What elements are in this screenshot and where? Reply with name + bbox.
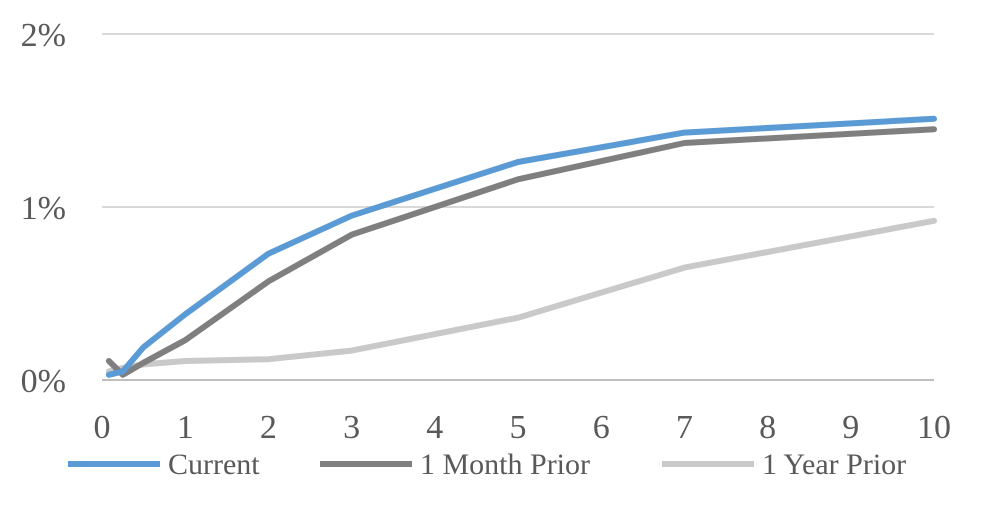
x-tick-label: 2 [260,409,277,446]
x-tick-label: 6 [593,409,610,446]
y-axis-tick-labels: 0% 1% 2% [21,17,66,400]
legend-label: Current [168,448,260,481]
legend-item: 1 Year Prior [662,448,906,481]
series-line-1-month-prior [105,126,937,378]
legend-label: 1 Year Prior [762,448,906,481]
x-tick-label: 9 [842,409,859,446]
x-tick-label: 1 [177,409,194,446]
x-axis-tick-labels: 0 1 2 3 4 5 6 7 8 9 10 [94,409,952,446]
x-tick-label: 8 [759,409,776,446]
series-line-1-year-prior [105,217,937,375]
gridlines [102,33,934,381]
legend: Current 1 Month Prior 1 Year Prior [68,448,906,481]
y-tick-label: 1% [21,190,66,227]
series-lines [105,115,937,378]
x-tick-label: 4 [426,409,443,446]
legend-item: Current [68,448,260,481]
y-tick-label: 0% [21,363,66,400]
x-tick-label: 5 [510,409,527,446]
legend-item: 1 Month Prior [320,448,590,481]
series-line-current [105,115,937,378]
x-tick-label: 0 [94,409,111,446]
x-tick-label: 7 [676,409,693,446]
y-tick-label: 2% [21,17,66,54]
x-tick-label: 10 [917,409,951,446]
x-tick-label: 3 [343,409,360,446]
legend-label: 1 Month Prior [420,448,590,481]
